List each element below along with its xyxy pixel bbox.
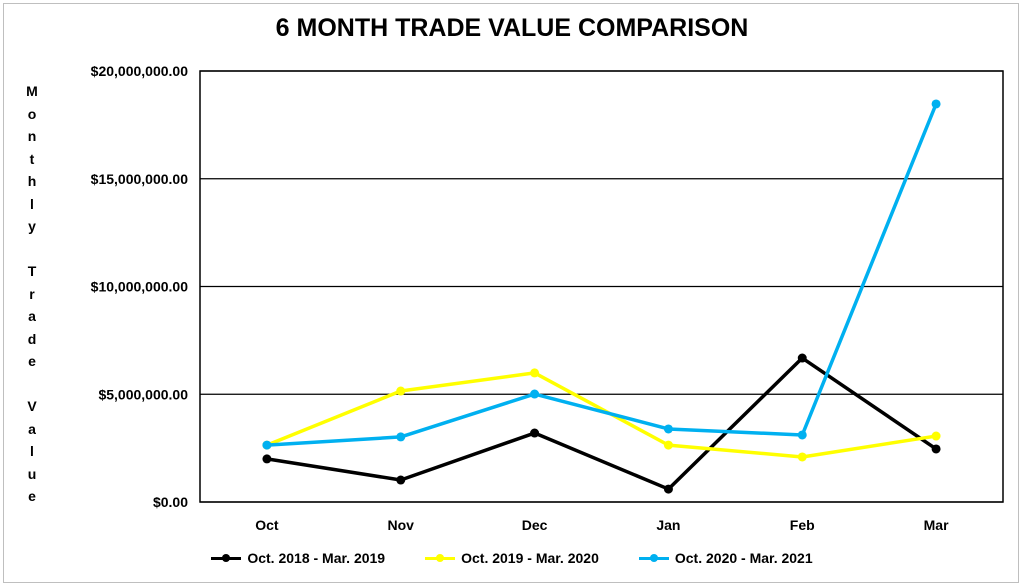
legend-label: Oct. 2019 - Mar. 2020 <box>461 550 599 566</box>
data-point <box>262 440 272 450</box>
data-point <box>663 484 673 494</box>
y-axis-label-letter: d <box>27 330 37 347</box>
legend-label: Oct. 2018 - Mar. 2019 <box>247 550 386 566</box>
y-axis-label-letter: n <box>27 128 37 144</box>
series-line <box>266 103 938 447</box>
data-point <box>797 430 807 440</box>
legend-item: Oct. 2019 - Mar. 2020 <box>425 550 599 566</box>
data-point <box>396 432 406 442</box>
data-point <box>931 444 941 454</box>
data-point <box>931 431 941 441</box>
y-axis-label-letter: l <box>30 443 34 459</box>
y-axis-label-letter: r <box>29 285 35 302</box>
x-tick-label: Jan <box>656 517 680 533</box>
y-axis-label-letter: u <box>27 465 37 482</box>
data-point <box>797 452 807 462</box>
y-axis-label-letter: e <box>28 353 36 369</box>
data-point <box>530 428 540 438</box>
x-tick-label: Oct <box>255 517 279 533</box>
x-tick-label: Dec <box>522 517 548 533</box>
chart-border <box>3 3 1019 583</box>
legend-item: Oct. 2018 - Mar. 2019 <box>211 550 385 566</box>
chart-title: 6 MONTH TRADE VALUE COMPARISON <box>275 14 749 42</box>
series-line <box>266 356 938 491</box>
y-axis-label-letter: a <box>28 308 36 324</box>
y-axis-label-letter: V <box>27 398 37 414</box>
x-tick-label: Nov <box>388 517 415 533</box>
data-point <box>396 475 406 485</box>
series-line <box>266 371 937 459</box>
data-point <box>663 424 673 434</box>
data-point <box>797 353 807 363</box>
y-tick-label: $0.00 <box>153 494 188 510</box>
x-tick-label: Mar <box>924 517 949 533</box>
legend-label: Oct. 2020 - Mar. 2021 <box>674 550 813 566</box>
data-point <box>396 386 406 396</box>
legend-marker-icon <box>211 551 242 565</box>
y-axis-label-letter: o <box>27 105 37 122</box>
y-axis-label-letter: M <box>26 83 38 99</box>
y-tick-label: $15,000,000.00 <box>91 171 189 187</box>
x-tick-label: Feb <box>790 517 815 533</box>
legend-item: Oct. 2020 - Mar. 2021 <box>638 550 813 566</box>
data-point <box>663 440 673 450</box>
data-point <box>530 368 540 378</box>
data-point <box>530 389 540 399</box>
y-axis-label-letter: a <box>28 420 36 437</box>
y-axis-label-letter: l <box>30 195 34 212</box>
y-tick-label: $20,000,000.00 <box>91 63 189 79</box>
y-axis-label-letter: T <box>27 263 37 279</box>
y-axis-label-letter: e <box>28 488 36 504</box>
legend-marker-icon <box>638 551 669 565</box>
legend: Oct. 2018 - Mar. 2019 Oct. 2019 - Mar. 20… <box>0 550 1024 566</box>
y-tick-label: $5,000,000.00 <box>98 386 188 402</box>
data-point <box>262 454 272 464</box>
legend-marker-icon <box>425 551 456 565</box>
y-axis-label-letter: h <box>27 173 37 189</box>
y-axis-label-letter: t <box>29 150 35 167</box>
plot-frame <box>199 70 1004 503</box>
y-tick-label: $10,000,000.00 <box>91 279 189 295</box>
data-point <box>931 99 941 109</box>
y-axis-label-letter: y <box>28 218 36 234</box>
